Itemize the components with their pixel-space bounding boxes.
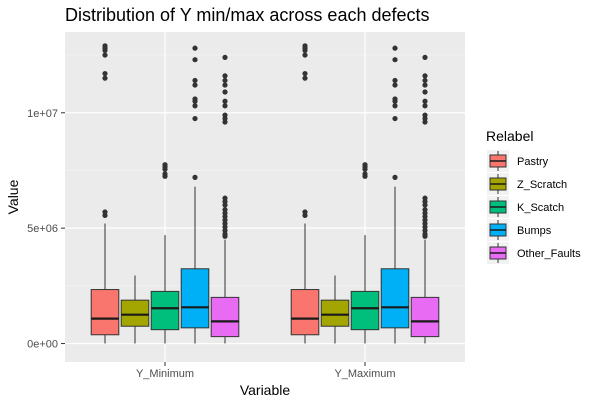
legend-item-k-scatch: K_Scatch	[487, 196, 564, 218]
box-other-faults-y-minimum	[210, 54, 240, 344]
outlier-point	[192, 45, 198, 51]
iqr-box	[120, 299, 150, 327]
outlier-point	[392, 103, 398, 109]
outlier-point	[192, 82, 198, 88]
outlier-point	[302, 52, 308, 58]
outlier-point	[422, 77, 428, 84]
outlier-point	[222, 207, 228, 213]
y-tick-label: 1e+07	[27, 108, 58, 120]
iqr-box	[210, 296, 240, 338]
outlier-point	[362, 171, 368, 177]
outlier-point	[392, 96, 398, 102]
iqr-box	[290, 289, 320, 336]
outlier-point	[192, 96, 198, 102]
iqr-box	[410, 296, 440, 338]
outlier-point	[422, 98, 428, 104]
outlier-point	[422, 112, 428, 118]
iqr-box	[320, 299, 350, 327]
outlier-point	[102, 209, 108, 215]
outlier-point	[362, 162, 368, 168]
x-axis-title: Variable	[240, 382, 291, 398]
legend-label: Other_Faults	[517, 248, 581, 260]
y-tick-label: 5e+06	[27, 223, 58, 235]
iqr-box	[150, 290, 180, 331]
outlier-point	[222, 112, 228, 118]
box-z-scratch-y-minimum	[120, 275, 150, 344]
outlier-point	[222, 98, 228, 104]
outlier-point	[422, 73, 428, 79]
iqr-box	[180, 268, 210, 329]
outlier-point	[192, 174, 198, 180]
box-k-scatch-y-minimum	[150, 162, 180, 344]
legend-item-other-faults: Other_Faults	[487, 242, 581, 264]
legend-item-bumps: Bumps	[487, 219, 552, 241]
box-layer	[90, 43, 440, 344]
outlier-point	[422, 207, 428, 213]
outlier-point	[422, 195, 428, 201]
outlier-point	[422, 82, 428, 88]
outlier-point	[422, 89, 428, 95]
outlier-point	[102, 52, 108, 58]
legend-label: Bumps	[517, 225, 552, 237]
box-bumps-y-minimum	[180, 45, 210, 344]
y-axis-title: Value	[5, 179, 21, 214]
outlier-point	[422, 103, 428, 109]
box-k-scatch-y-maximum	[350, 162, 380, 344]
legend-item-pastry: Pastry	[487, 150, 549, 172]
outlier-point	[192, 77, 198, 84]
outlier-point	[222, 195, 228, 201]
outlier-point	[102, 70, 108, 77]
outlier-point	[102, 75, 108, 81]
box-pastry-y-minimum	[90, 43, 120, 344]
outlier-point	[392, 45, 398, 51]
outlier-point	[222, 73, 228, 79]
outlier-point	[392, 115, 398, 122]
iqr-box	[380, 268, 410, 329]
outlier-point	[392, 82, 398, 88]
outlier-point	[392, 77, 398, 84]
box-pastry-y-maximum	[290, 43, 320, 344]
box-other-faults-y-maximum	[410, 54, 440, 344]
x-tick-label: Y_Minimum	[136, 368, 194, 380]
outlier-point	[192, 57, 198, 63]
outlier-point	[192, 115, 198, 122]
outlier-point	[392, 174, 398, 180]
outlier-point	[302, 209, 308, 215]
outlier-point	[302, 75, 308, 81]
outlier-point	[302, 70, 308, 77]
outlier-point	[162, 162, 168, 168]
chart-title: Distribution of Y min/max across each de…	[65, 5, 430, 25]
x-tick-label: Y_Maximum	[334, 368, 395, 380]
outlier-point	[222, 54, 228, 60]
y-tick-label: 0e+00	[27, 339, 58, 351]
outlier-point	[222, 77, 228, 84]
axis-layer: 0e+00 5e+06 1e+07 Y_Minimum Y_Maximum	[27, 108, 395, 380]
legend-label: K_Scatch	[517, 202, 564, 214]
legend-label: Z_Scratch	[517, 179, 567, 191]
outlier-point	[392, 57, 398, 63]
box-bumps-y-maximum	[380, 45, 410, 344]
iqr-box	[350, 290, 380, 331]
outlier-point	[222, 89, 228, 95]
legend-item-z-scratch: Z_Scratch	[487, 173, 567, 195]
iqr-box	[90, 289, 120, 336]
outlier-point	[302, 43, 308, 49]
outlier-point	[102, 43, 108, 49]
outlier-point	[222, 82, 228, 88]
outlier-point	[422, 54, 428, 60]
outlier-point	[162, 171, 168, 177]
legend-title: Relabel	[486, 128, 533, 144]
legend-label: Pastry	[517, 156, 549, 168]
legend: Relabel Pastry Z_Scratch K_Scatch Bumps Othe…	[486, 128, 581, 264]
box-z-scratch-y-maximum	[320, 275, 350, 344]
outlier-point	[222, 103, 228, 109]
outlier-point	[192, 103, 198, 109]
